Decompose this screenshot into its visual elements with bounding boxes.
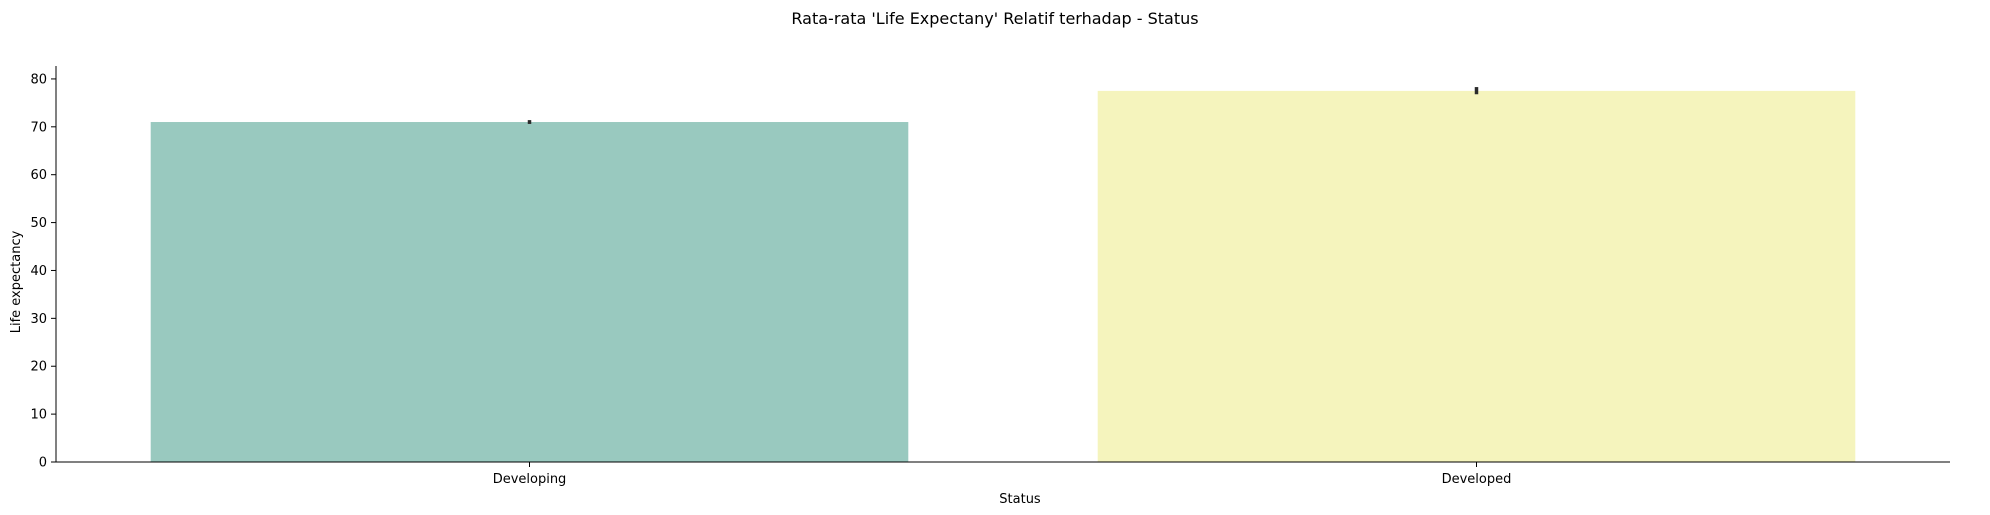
bars-group	[150, 90, 1856, 463]
x-axis-label: Status	[999, 492, 1041, 507]
y-tick-label: 50	[30, 216, 47, 231]
y-tick-label: 20	[30, 360, 47, 375]
error-bars-group	[527, 87, 1479, 124]
y-tick-label: 40	[30, 264, 47, 279]
x-tick-label: Developing	[493, 472, 567, 487]
x-tick-label: Developed	[1442, 472, 1512, 487]
bar-developed	[1097, 90, 1856, 463]
y-tick-label: 0	[39, 456, 47, 471]
y-tick-label: 30	[30, 312, 47, 327]
y-tick-label: 10	[30, 408, 47, 423]
x-axis-ticks: Developing Developed	[493, 462, 1512, 487]
y-tick-label: 70	[30, 120, 47, 135]
bar-developing	[150, 122, 909, 463]
chart-title: Rata-rata 'Life Expectany' Relatif terha…	[791, 9, 1198, 28]
y-tick-label: 80	[30, 72, 47, 87]
y-axis-label: Life expectancy	[9, 230, 24, 333]
y-tick-label: 60	[30, 168, 47, 183]
y-axis-ticks: 0 10 20 30 40 50 60 70 80	[30, 72, 56, 471]
